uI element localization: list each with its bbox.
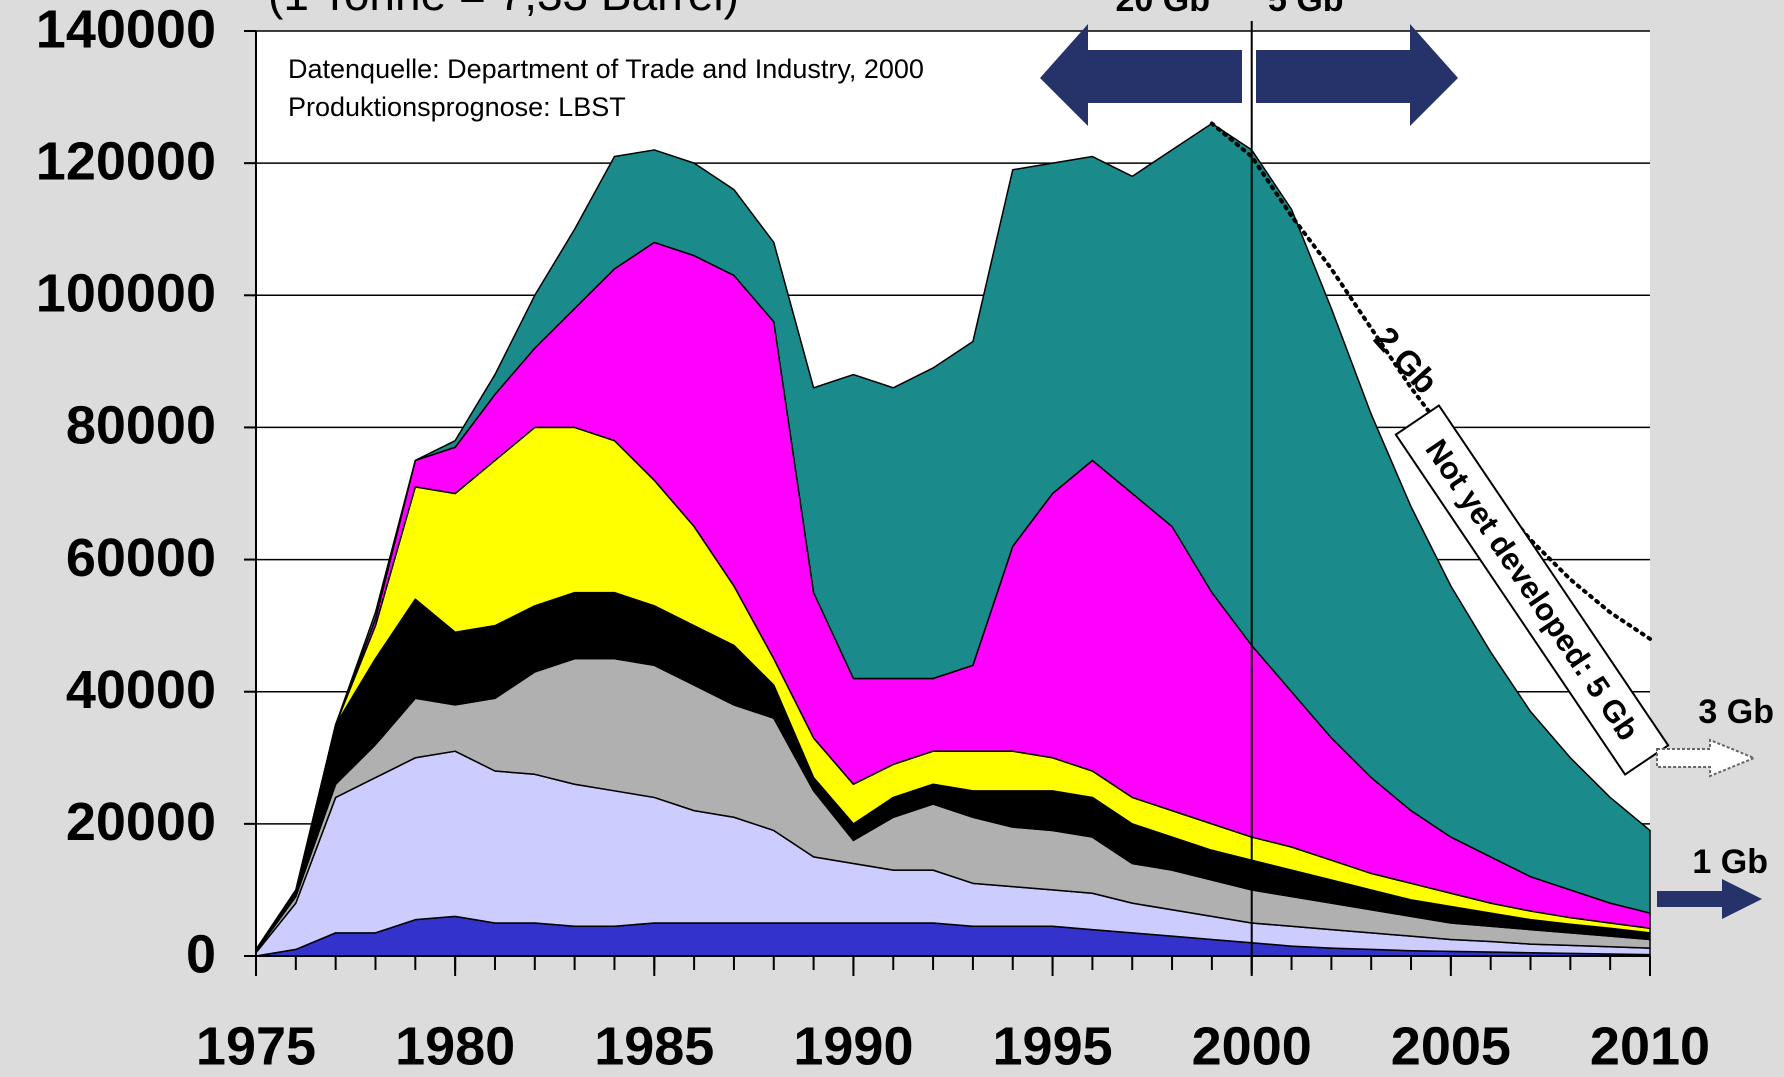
left-arrow [1040, 24, 1242, 126]
chart-title: (1 Tonne = 7,33 Barrel) [268, 0, 739, 20]
area [255, 122, 1651, 951]
y-tick-label: 100000 [36, 264, 216, 324]
right-arrow [1256, 24, 1458, 126]
x-tick-label: 2000 [1192, 1016, 1312, 1076]
areas [255, 122, 1651, 957]
forecast-note: Produktionsprognose: LBST [288, 92, 626, 122]
side-bottom-arrow [1657, 879, 1762, 919]
dotted-line [1209, 121, 1652, 641]
x-tick-label: 1990 [793, 1016, 913, 1076]
overlay [255, 21, 1652, 976]
y-tick-label: 60000 [66, 528, 216, 588]
y-tick-label: 0 [186, 924, 216, 984]
y-tick-label: 20000 [66, 792, 216, 852]
y-tick-label: 40000 [66, 660, 216, 720]
x-tick-label: 1980 [395, 1016, 515, 1076]
side-top-label: 3 Gb [1698, 693, 1774, 731]
side-bottom-label: 1 Gb [1692, 843, 1768, 881]
y-tick-label: 80000 [66, 396, 216, 456]
side-top-arrow [1656, 738, 1757, 778]
source-note: Datenquelle: Department of Trade and Ind… [288, 54, 924, 84]
y-tick-label: 120000 [36, 131, 216, 191]
x-tick-label: 2005 [1391, 1016, 1511, 1076]
left-arrow-label: 20 Gb [1116, 0, 1210, 19]
x-tick-label: 1975 [196, 1016, 316, 1076]
right-arrow-label: 5 Gb [1268, 0, 1344, 19]
x-tick-label: 1985 [594, 1016, 714, 1076]
x-tick-label: 1995 [993, 1016, 1113, 1076]
x-tick-label: 2010 [1590, 1016, 1710, 1076]
y-tick-label: 140000 [36, 0, 216, 59]
box [1394, 404, 1670, 776]
